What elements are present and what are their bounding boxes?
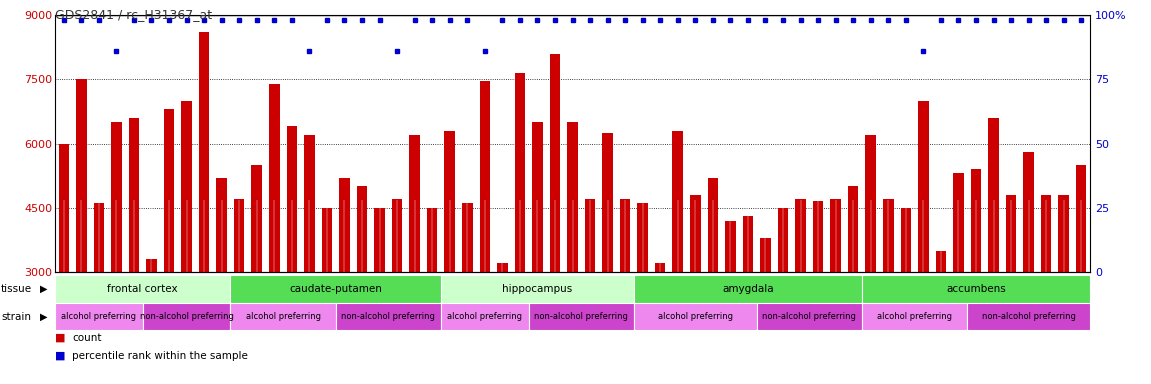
Bar [199, 32, 209, 272]
Text: non-alcohol preferring: non-alcohol preferring [982, 312, 1075, 321]
Bar [532, 122, 542, 272]
Bar [1059, 195, 1069, 272]
Bar [620, 199, 631, 272]
Bar [691, 195, 701, 272]
Bar [918, 101, 929, 272]
Bar [230, 303, 336, 330]
Bar [756, 303, 862, 330]
Bar [708, 178, 718, 272]
Bar [760, 238, 771, 272]
Bar [163, 109, 174, 272]
Text: caudate-putamen: caudate-putamen [289, 284, 382, 294]
Bar [444, 131, 455, 272]
Bar [129, 118, 139, 272]
Bar [146, 259, 157, 272]
Bar [813, 201, 823, 272]
Bar [55, 303, 143, 330]
Bar [304, 135, 314, 272]
Bar [655, 263, 665, 272]
Bar [1076, 165, 1087, 272]
Text: alcohol preferring: alcohol preferring [61, 312, 136, 321]
Bar [251, 165, 262, 272]
Bar [441, 275, 634, 303]
Text: non-alcohol preferring: non-alcohol preferring [534, 312, 628, 321]
Bar [374, 208, 384, 272]
Bar [462, 204, 473, 272]
Bar [862, 303, 967, 330]
Bar [76, 79, 86, 272]
Bar [830, 199, 841, 272]
Bar [528, 303, 634, 330]
Bar [357, 186, 367, 272]
Bar [778, 208, 788, 272]
Bar [550, 53, 561, 272]
Text: non-alcohol preferring: non-alcohol preferring [139, 312, 234, 321]
Bar [936, 251, 946, 272]
Text: non-alcohol preferring: non-alcohol preferring [342, 312, 435, 321]
Bar [989, 118, 999, 272]
Text: GDS2841 / rc_H31367_at: GDS2841 / rc_H31367_at [55, 8, 212, 21]
Bar [391, 199, 403, 272]
Text: accumbens: accumbens [946, 284, 1006, 294]
Text: count: count [73, 333, 101, 343]
Bar [480, 81, 490, 272]
Bar [287, 126, 297, 272]
Bar [269, 84, 280, 272]
Bar [514, 73, 525, 272]
Bar [602, 133, 612, 272]
Text: frontal cortex: frontal cortex [107, 284, 178, 294]
Bar [1023, 152, 1034, 272]
Text: alcohol preferring: alcohol preferring [245, 312, 320, 321]
Text: alcohol preferring: alcohol preferring [658, 312, 733, 321]
Bar [672, 131, 683, 272]
Bar [567, 122, 578, 272]
Text: alcohol preferring: alcohol preferring [448, 312, 523, 321]
Bar [143, 303, 230, 330]
Bar [182, 101, 192, 272]
Bar [795, 199, 806, 272]
Bar [742, 216, 753, 272]
Bar [441, 303, 528, 330]
Bar [862, 275, 1090, 303]
Text: tissue: tissue [1, 284, 32, 294]
Bar [340, 178, 350, 272]
Bar [883, 199, 893, 272]
Bar [970, 169, 982, 272]
Bar [336, 303, 441, 330]
Bar [967, 303, 1090, 330]
Bar [234, 199, 244, 272]
Bar [55, 275, 230, 303]
Bar [1006, 195, 1016, 272]
Text: ■: ■ [55, 351, 66, 361]
Bar [1041, 195, 1051, 272]
Bar [427, 208, 437, 272]
Bar [59, 144, 69, 272]
Text: ▶: ▶ [40, 311, 48, 321]
Text: ■: ■ [55, 333, 66, 343]
Bar [497, 263, 508, 272]
Bar [848, 186, 859, 272]
Bar [321, 208, 333, 272]
Bar [725, 220, 735, 272]
Bar [634, 275, 862, 303]
Text: ▶: ▶ [40, 284, 48, 294]
Bar [866, 135, 876, 272]
Bar [585, 199, 595, 272]
Bar [634, 303, 756, 330]
Text: strain: strain [1, 311, 31, 321]
Text: alcohol preferring: alcohol preferring [877, 312, 952, 321]
Text: percentile rank within the sample: percentile rank within the sample [73, 351, 249, 361]
Bar [638, 204, 648, 272]
Bar [900, 208, 912, 272]
Bar [410, 135, 420, 272]
Text: amygdala: amygdala [722, 284, 773, 294]
Bar [230, 275, 441, 303]
Bar [953, 174, 963, 272]
Text: non-alcohol preferring: non-alcohol preferring [762, 312, 856, 321]
Text: hippocampus: hippocampus [502, 284, 572, 294]
Bar [216, 178, 227, 272]
Bar [112, 122, 122, 272]
Bar [93, 204, 104, 272]
